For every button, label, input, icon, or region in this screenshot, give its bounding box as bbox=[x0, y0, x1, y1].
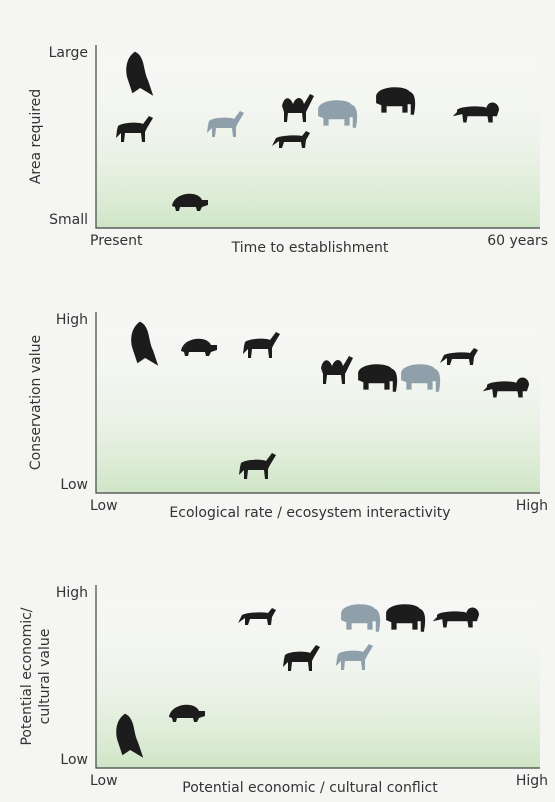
y-axis-title: Area required bbox=[28, 89, 44, 184]
y-axis-title: cultural value bbox=[37, 629, 53, 725]
x-axis-title: Potential economic / cultural conflict bbox=[182, 780, 438, 796]
x-right-label: 60 years bbox=[487, 233, 548, 249]
x-left-label: Present bbox=[90, 233, 143, 249]
y-bottom-label: Low bbox=[60, 477, 88, 493]
plot-area bbox=[96, 45, 540, 228]
plot-area bbox=[96, 312, 540, 493]
y-bottom-label: Small bbox=[49, 212, 88, 228]
figure: Large Small Area required Present 60 years Ti… bbox=[0, 0, 555, 802]
x-axis-title: Time to establishment bbox=[231, 240, 389, 256]
x-right-label: High bbox=[516, 773, 548, 789]
y-axis-title: Conservation value bbox=[28, 335, 44, 470]
x-right-label: High bbox=[516, 498, 548, 514]
y-top-label: Large bbox=[49, 45, 88, 61]
x-left-label: Low bbox=[90, 498, 118, 514]
y-top-label: High bbox=[56, 585, 88, 601]
y-top-label: High bbox=[56, 312, 88, 328]
x-axis-title: Ecological rate / ecosystem interactivit… bbox=[169, 505, 450, 521]
y-bottom-label: Low bbox=[60, 752, 88, 768]
x-left-label: Low bbox=[90, 773, 118, 789]
y-axis-title: Potential economic/ bbox=[19, 607, 35, 745]
